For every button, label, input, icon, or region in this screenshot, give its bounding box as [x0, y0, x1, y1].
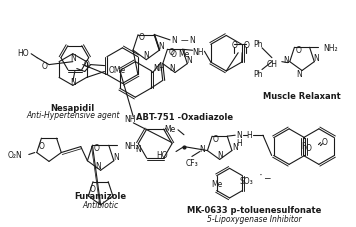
Text: O: O [243, 41, 249, 50]
Text: N: N [143, 51, 149, 60]
Text: N: N [232, 143, 238, 151]
Text: O: O [171, 50, 177, 59]
Text: O: O [305, 143, 312, 152]
Text: N: N [313, 54, 319, 63]
Text: OMe: OMe [109, 66, 126, 75]
Text: N: N [236, 130, 242, 139]
Text: HO: HO [17, 49, 29, 58]
Text: −: − [262, 173, 270, 181]
Text: NH₂: NH₂ [324, 44, 338, 53]
Text: O: O [94, 143, 99, 152]
Text: N: N [283, 56, 289, 65]
Text: N: N [113, 153, 119, 162]
Text: N: N [296, 70, 302, 79]
Text: H: H [236, 138, 242, 147]
Text: NH: NH [193, 47, 204, 57]
Text: CF₃: CF₃ [185, 158, 198, 167]
Text: O: O [139, 33, 145, 42]
Text: N: N [200, 144, 205, 153]
Text: —: — [180, 36, 188, 45]
Text: Furamizole: Furamizole [74, 192, 127, 201]
Text: N: N [158, 42, 164, 50]
Text: O: O [213, 134, 219, 143]
Text: MK-0633 p-toluenesulfonate: MK-0633 p-toluenesulfonate [187, 205, 321, 214]
Text: Nesapidil: Nesapidil [51, 103, 95, 112]
Text: N: N [70, 78, 76, 86]
Text: Me: Me [211, 179, 222, 188]
Text: H: H [246, 130, 252, 139]
Text: F: F [301, 141, 305, 151]
Text: N: N [169, 64, 175, 73]
Text: N: N [189, 36, 195, 45]
Text: N: N [95, 161, 100, 170]
Text: 5-Lipoxygenase Inhibitor: 5-Lipoxygenase Inhibitor [207, 214, 302, 223]
Text: SO₃: SO₃ [240, 176, 253, 185]
Text: Me: Me [164, 125, 176, 134]
Text: N: N [70, 54, 76, 63]
Text: O: O [321, 138, 328, 146]
Text: CH: CH [266, 60, 277, 69]
Text: N: N [217, 150, 222, 159]
Text: Antibiotic: Antibiotic [83, 200, 119, 210]
Text: N: N [135, 144, 141, 153]
Text: O: O [90, 184, 96, 193]
Text: O: O [168, 47, 174, 57]
Text: O: O [231, 41, 237, 50]
Text: NH₂: NH₂ [125, 141, 139, 150]
Text: O: O [38, 141, 44, 150]
Text: Ph: Ph [253, 40, 263, 49]
Text: NH: NH [153, 64, 164, 73]
Text: Me: Me [178, 50, 190, 59]
Text: Anti-Hypertensive agent: Anti-Hypertensive agent [26, 111, 120, 120]
Text: HO: HO [156, 150, 168, 159]
Text: Muscle Relaxant: Muscle Relaxant [263, 91, 341, 100]
Text: NH: NH [125, 115, 136, 124]
Text: O: O [295, 46, 301, 54]
Text: O₂N: O₂N [8, 150, 23, 159]
Text: Ph: Ph [253, 70, 263, 79]
Text: O: O [42, 62, 48, 71]
Text: N: N [171, 36, 177, 45]
Text: N: N [187, 56, 192, 65]
Text: ABT-751 -Oxadiazole: ABT-751 -Oxadiazole [136, 113, 234, 122]
Text: O: O [84, 60, 90, 69]
